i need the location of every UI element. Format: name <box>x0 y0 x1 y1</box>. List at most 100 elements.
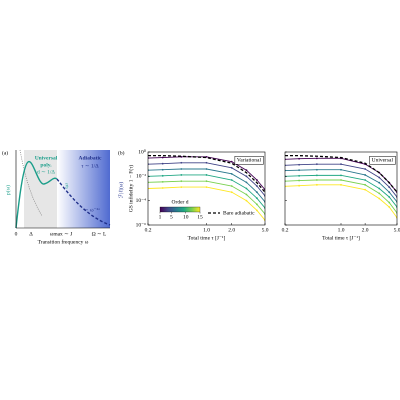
point <box>340 163 342 166</box>
point <box>230 179 233 181</box>
point <box>245 181 248 184</box>
point <box>230 166 233 169</box>
spectral-density <box>15 161 58 229</box>
colorbar-tick-label: 15 <box>197 214 203 220</box>
point <box>245 175 248 178</box>
point <box>298 184 301 187</box>
point <box>180 168 183 170</box>
right-label: ℱ|ℓ|(ω) <box>117 182 124 199</box>
point <box>205 180 208 183</box>
x-tick-label: 2.0 <box>228 227 235 233</box>
y-tick-label: 10⁰ <box>138 148 147 155</box>
x-tick-label: 1.0 <box>338 227 345 233</box>
point <box>230 172 233 175</box>
point <box>378 181 381 184</box>
point <box>388 206 391 208</box>
point <box>298 163 301 166</box>
point <box>180 186 183 189</box>
point <box>364 174 367 176</box>
panel-a: (a) p(ω) ℱ|ℓ|(ω) 0 Δ ωmax ∼ J Ω ∼ L Tran… <box>2 149 124 245</box>
point <box>364 188 367 191</box>
point <box>364 179 367 181</box>
colorbar-tick-label: 1 <box>159 214 162 220</box>
colorbar-tick-label: 5 <box>170 214 173 220</box>
point <box>205 161 208 164</box>
panel-label: (b) <box>118 149 125 156</box>
point <box>245 169 248 172</box>
series-line <box>285 179 397 214</box>
x-tick-label: 5.0 <box>262 227 269 233</box>
point <box>255 185 258 187</box>
point <box>255 197 258 200</box>
point <box>388 191 391 194</box>
x-tick-label: Δ <box>29 231 33 237</box>
series-line <box>285 163 397 198</box>
point <box>255 191 258 194</box>
point <box>388 201 391 204</box>
point <box>161 156 164 159</box>
series-line <box>148 156 265 190</box>
point <box>205 155 208 158</box>
series-line <box>285 157 397 193</box>
point <box>205 168 208 170</box>
point <box>315 183 318 186</box>
series-line <box>148 174 265 209</box>
point <box>378 187 381 190</box>
spectral-tail <box>56 178 111 226</box>
point <box>340 174 342 177</box>
point <box>230 185 233 187</box>
x-label: Total time τ [J⁻¹] <box>188 235 226 241</box>
point <box>245 199 248 202</box>
series-line <box>285 184 397 218</box>
colorbar <box>159 206 201 213</box>
y-tick-label: 10⁻⁴ <box>136 198 146 204</box>
point <box>180 161 183 164</box>
point <box>315 168 318 171</box>
annotation: d ∼ 1/Δ <box>37 169 55 175</box>
point <box>315 157 318 160</box>
point <box>205 174 208 176</box>
x-tick-label: ωmax ∼ J <box>50 231 73 237</box>
point <box>388 196 391 198</box>
point <box>255 209 258 212</box>
title-box <box>234 156 264 165</box>
point <box>298 174 301 177</box>
point <box>340 168 342 171</box>
title-box <box>369 156 396 165</box>
panel-title: Universal <box>372 157 394 163</box>
plot <box>148 155 265 222</box>
point <box>205 186 208 189</box>
point <box>245 193 248 196</box>
colorbar-tick-label: 10 <box>183 214 189 220</box>
annotation: Adiabatic <box>79 155 102 161</box>
point <box>315 163 318 166</box>
point <box>340 179 342 181</box>
series-line <box>285 169 397 203</box>
point <box>161 187 164 189</box>
point <box>298 157 301 160</box>
reference-line <box>285 155 397 193</box>
point <box>388 186 391 189</box>
series-line <box>285 174 397 208</box>
point <box>180 180 183 183</box>
colorbar-label: Order d <box>172 199 189 205</box>
x-tick-label: Ω ∼ L <box>92 231 107 237</box>
annotation: ∼ ω⁻²ᵅ <box>84 207 100 213</box>
x-tick-label: 1.0 <box>203 227 210 233</box>
point <box>161 168 164 171</box>
panel-title: Variational <box>237 157 262 163</box>
point <box>298 179 301 182</box>
reference-line <box>148 155 265 193</box>
x-label: Total time τ [J⁻¹] <box>322 235 360 241</box>
y-tick-label: 10⁻² <box>136 174 146 180</box>
point <box>255 203 258 206</box>
annotation: poly. <box>40 162 52 168</box>
point <box>378 176 381 179</box>
annotation: Universal <box>35 155 58 161</box>
x-label: Transition frequency ω <box>38 238 89 245</box>
annotation: τ ∼ 1/Δ <box>81 163 99 169</box>
point <box>161 162 164 165</box>
series-line <box>148 168 265 203</box>
series-line <box>148 180 265 215</box>
